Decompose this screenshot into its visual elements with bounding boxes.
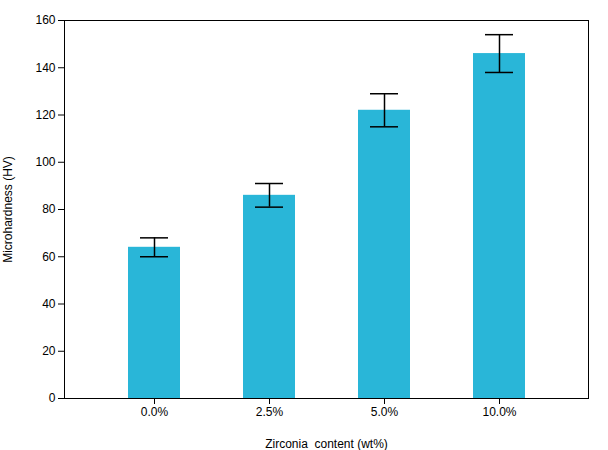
svg-text:Microhardness (HV): Microhardness (HV)	[1, 156, 15, 263]
svg-text:80: 80	[42, 202, 56, 216]
svg-text:140: 140	[35, 61, 55, 75]
svg-text:20: 20	[42, 344, 56, 358]
svg-text:0.0%: 0.0%	[141, 405, 169, 419]
svg-text:5.0%: 5.0%	[371, 405, 399, 419]
svg-text:40: 40	[42, 297, 56, 311]
svg-text:10.0%: 10.0%	[482, 405, 516, 419]
svg-text:0: 0	[49, 391, 56, 405]
svg-text:100: 100	[35, 155, 55, 169]
svg-text:160: 160	[35, 13, 55, 27]
svg-text:60: 60	[42, 250, 56, 264]
svg-text:2.5%: 2.5%	[256, 405, 284, 419]
svg-text:Zirconia content (wt%): Zirconia content (wt%)	[265, 437, 388, 450]
svg-text:120: 120	[35, 108, 55, 122]
